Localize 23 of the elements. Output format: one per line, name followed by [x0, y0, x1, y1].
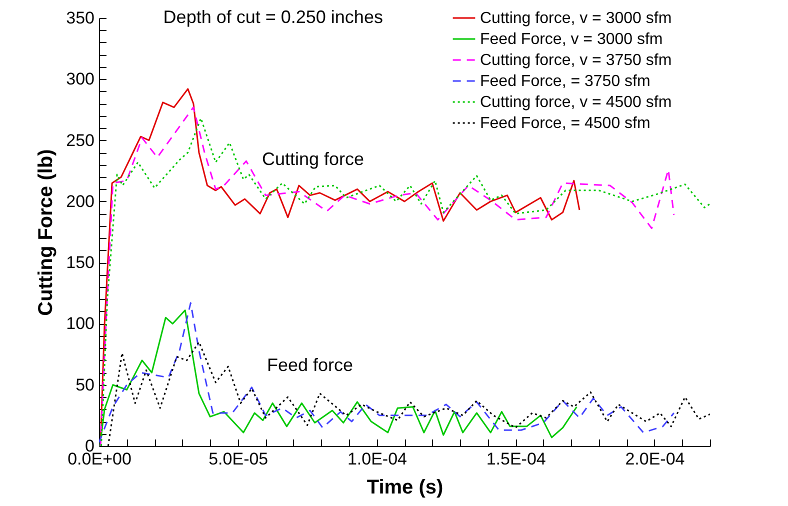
annotation: Feed force: [266, 355, 354, 375]
x-axis-title: Time (s): [366, 476, 444, 498]
x-tick-label: 1.0E-04: [347, 450, 407, 468]
legend-label: Feed Force, v = 3000 sfm: [480, 31, 663, 48]
x-tick-label: 2.0E-04: [625, 450, 685, 468]
x-tick-label: 5.0E-05: [208, 450, 268, 468]
legend-label: Cutting force, v = 4500 sfm: [480, 94, 672, 111]
y-tick-label: 250: [66, 130, 94, 150]
y-tick-label: 350: [66, 8, 94, 28]
legend-label: Feed Force, = 3750 sfm: [480, 73, 650, 90]
y-tick-label: 300: [66, 70, 94, 89]
legend-label: Cutting force, v = 3750 sfm: [480, 52, 672, 69]
y-tick-label: 200: [66, 192, 94, 211]
annotation: Depth of cut = 0.250 inches: [163, 7, 383, 27]
line-series: [99, 302, 675, 444]
y-tick-label: 100: [66, 314, 94, 334]
annotation: Cutting force: [262, 149, 364, 169]
legend-label: Feed Force, = 4500 sfm: [480, 115, 650, 132]
y-tick-label: 50: [76, 375, 94, 394]
x-tick-label: 1.5E-04: [486, 450, 546, 468]
y-tick-label: 150: [66, 253, 94, 272]
legend-label: Cutting force, v = 3000 sfm: [480, 10, 672, 27]
y-axis-title: Cutting Force (lb): [35, 149, 58, 316]
